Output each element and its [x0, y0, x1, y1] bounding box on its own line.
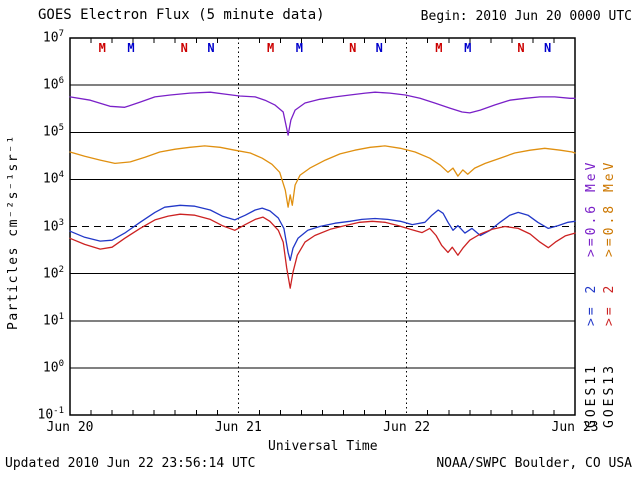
curve-goes13-0.8mev	[69, 145, 576, 208]
marker-noon-letter: N	[544, 41, 551, 55]
y-tick-label: 107	[42, 29, 64, 46]
marker-midnight-letter: M	[267, 41, 274, 55]
curve-goes11-2mev	[69, 204, 576, 262]
y-tick-label: 104	[42, 170, 64, 187]
y-tick-label: 10-1	[37, 406, 65, 423]
x-tick-label: Jun 20	[46, 420, 94, 435]
begin-timestamp: Begin: 2010 Jun 20 0000 UTC	[420, 9, 632, 24]
marker-noon-letter: N	[517, 41, 524, 55]
marker-midnight-letter: M	[296, 41, 303, 55]
marker-midnight-letter: M	[99, 41, 106, 55]
legend-label-1: >=0.8 MeV	[602, 159, 617, 257]
legend-label-4: GOES11	[584, 363, 599, 428]
marker-noon-letter: N	[181, 41, 188, 55]
legend-label-2: >= 2	[584, 282, 599, 326]
legend-label-5: GOES13	[602, 363, 617, 428]
y-tick-label: 106	[42, 76, 64, 93]
marker-midnight-letter: M	[464, 41, 471, 55]
y-tick-label: 105	[42, 123, 64, 140]
curve-goes13-2mev	[69, 213, 576, 289]
x-tick-label: Jun 23	[551, 420, 599, 435]
legend-label-3: >= 2	[602, 282, 617, 326]
x-tick-label: Jun 22	[383, 420, 431, 435]
y-tick-label: 100	[42, 358, 64, 376]
chart-title: GOES Electron Flux (5 minute data)	[38, 7, 325, 23]
y-tick-label: 103	[42, 217, 64, 234]
credit-text: NOAA/SWPC Boulder, CO USA	[436, 456, 632, 471]
x-tick-label: Jun 21	[214, 420, 262, 435]
marker-noon-letter: N	[376, 41, 383, 55]
plot-border	[69, 37, 576, 416]
updated-timestamp: Updated 2010 Jun 22 23:56:14 UTC	[5, 456, 256, 471]
marker-midnight-letter: M	[435, 41, 442, 55]
y-axis-label: Particles cm⁻²s⁻¹sr⁻¹	[6, 134, 21, 330]
marker-noon-letter: N	[349, 41, 356, 55]
marker-noon-letter: N	[207, 41, 214, 55]
x-axis-label: Universal Time	[268, 439, 378, 454]
y-tick-label: 101	[42, 311, 64, 329]
curve-goes11-0.6mev	[69, 91, 576, 136]
y-tick-label: 102	[42, 264, 64, 281]
legend-label-0: >=0.6 MeV	[584, 159, 599, 257]
marker-midnight-letter: M	[127, 41, 134, 55]
